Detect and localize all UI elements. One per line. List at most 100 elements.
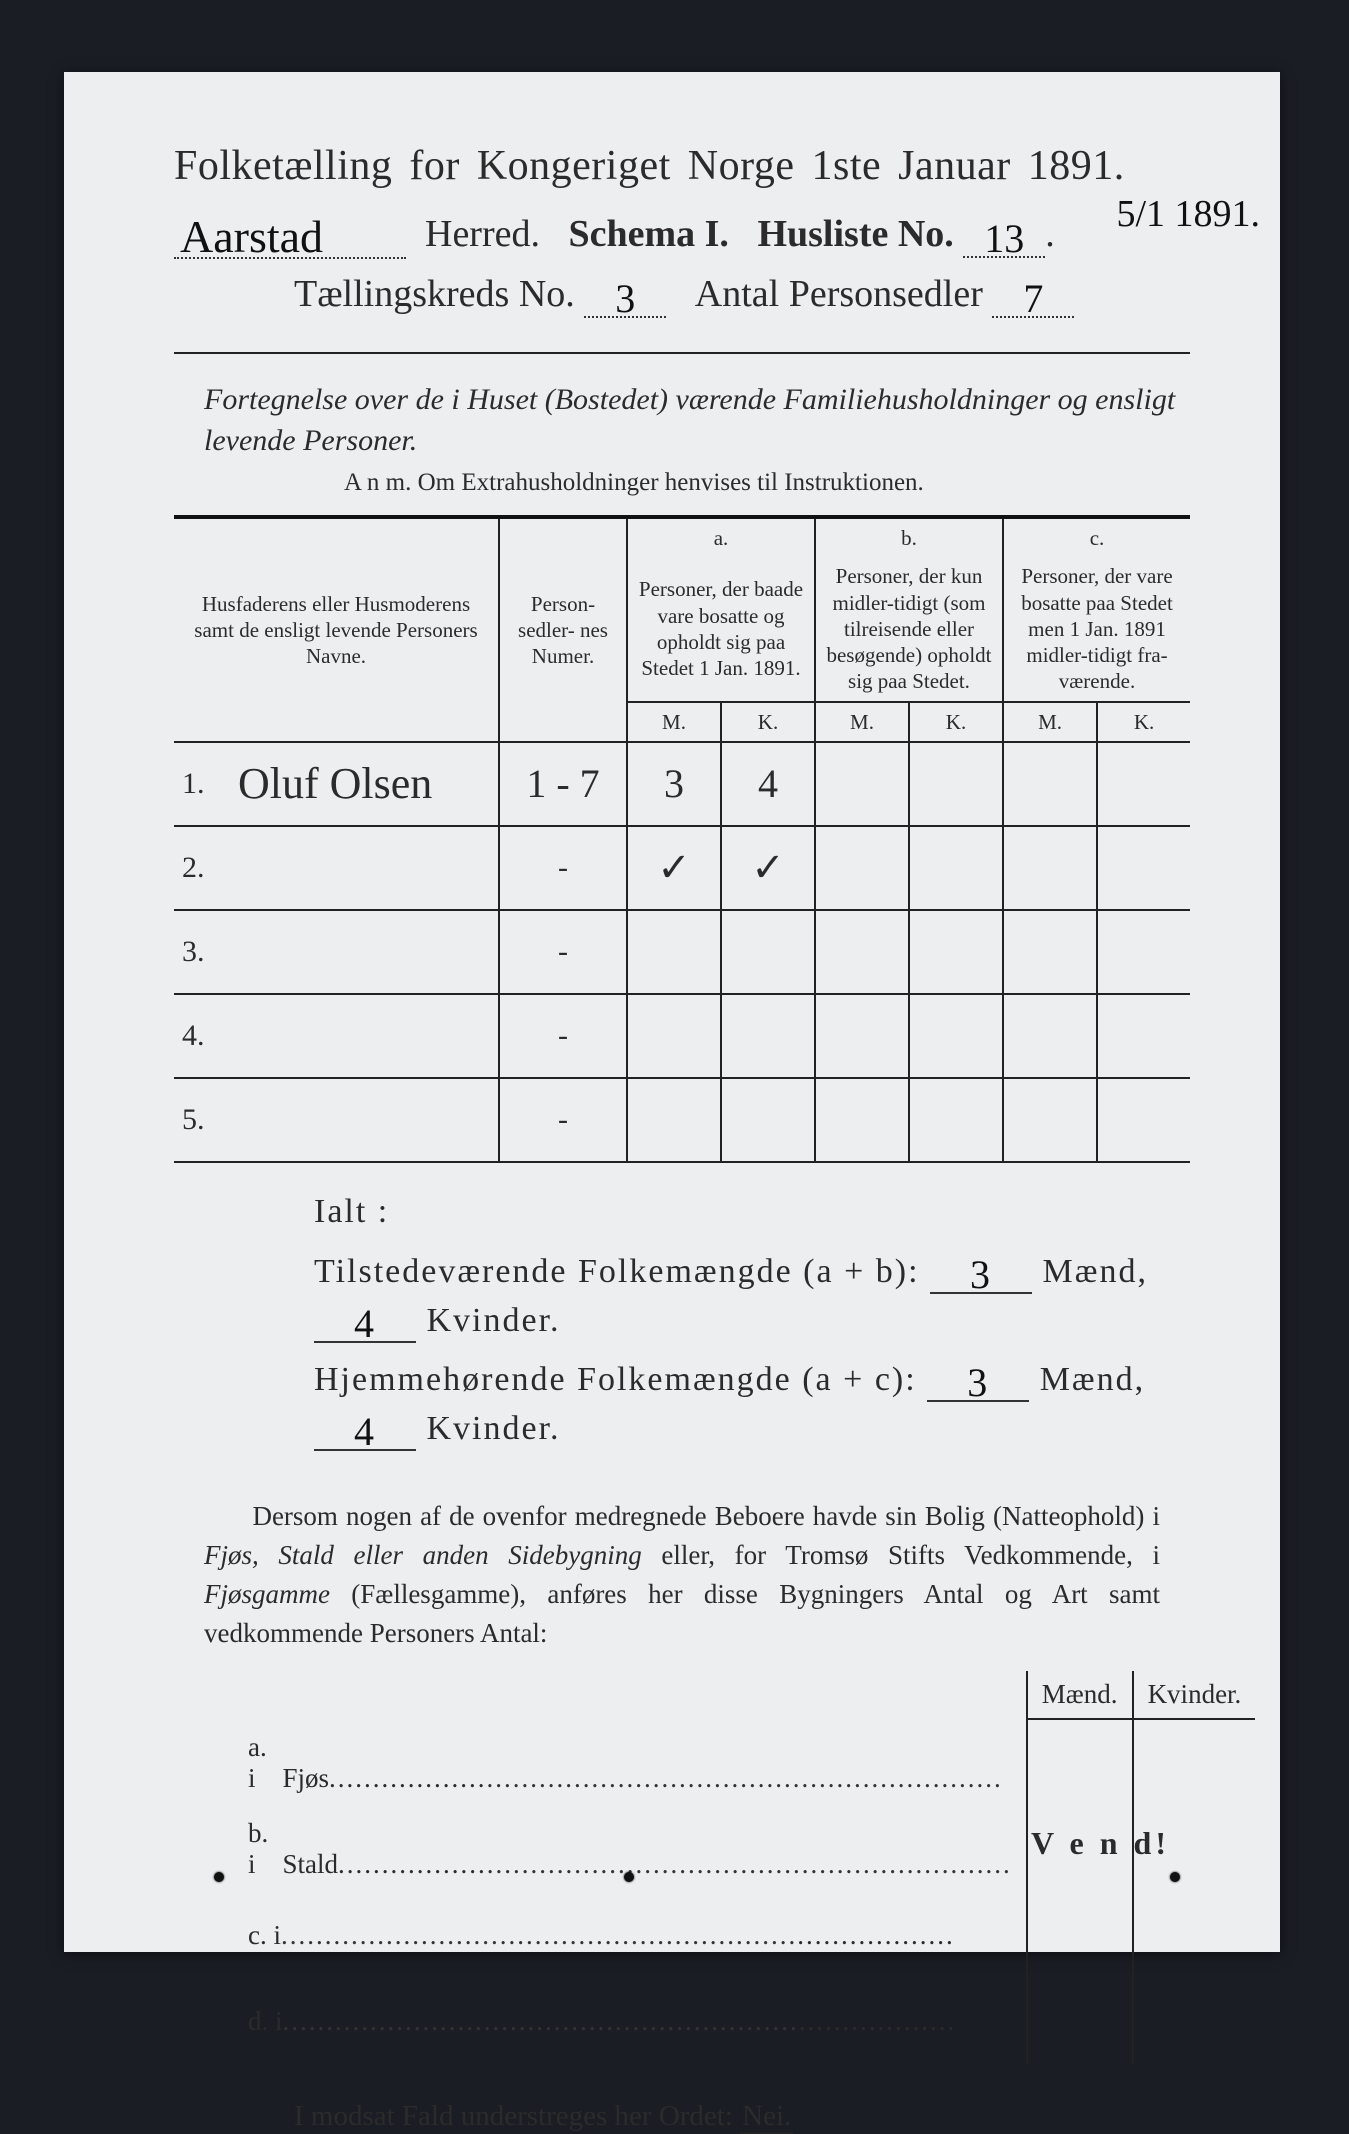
row-bM (815, 826, 909, 910)
row-cM (1003, 994, 1097, 1078)
row-bK (909, 1078, 1003, 1162)
col-name: Husfaderens eller Husmoderens samt de en… (174, 517, 499, 742)
col-a-K: K. (721, 702, 815, 742)
dersom-t1: Dersom nogen af de ovenfor medregnede Be… (252, 1501, 1160, 1531)
row-cK (1097, 994, 1190, 1078)
ialt-block: Ialt : Tilstedeværende Folkemængde (a + … (314, 1193, 1190, 1451)
ialt2-maend: Mænd, (1040, 1361, 1145, 1398)
modsat-line: I modsat Fald understreges her Ordet: Ne… (294, 2100, 1190, 2133)
sidebygning-table: Mænd. Kvinder. a. i Fjøs b. i Stald c. i… (234, 1671, 1255, 2064)
census-tbody: 1. Oluf Olsen 1 - 7 3 4 2. - ✓ ✓ (174, 742, 1190, 1162)
ialt-line-1: Tilstedeværende Folkemængde (a + b): 3 M… (314, 1245, 1190, 1343)
row-num: 2. (174, 826, 230, 910)
row-cK (1097, 1078, 1190, 1162)
row-aK (721, 910, 815, 994)
row-bK (909, 994, 1003, 1078)
kreds-label: Tællingskreds No. (294, 273, 575, 315)
row-name-hw (230, 994, 499, 1078)
dersom-t3: (Fællesgamme), anføres her disse Bygning… (204, 1579, 1160, 1648)
sub-a: c. i (248, 1920, 281, 1950)
row-bM (815, 1078, 909, 1162)
sub-a: d. i (248, 2006, 283, 2036)
rule-1 (174, 352, 1190, 354)
ialt1-maend: Mænd, (1043, 1253, 1148, 1290)
sub-head-m: Mænd. (1027, 1671, 1133, 1719)
row-aK (721, 1078, 815, 1162)
row-aK: 4 (721, 742, 815, 826)
row-aM (627, 910, 721, 994)
sub-a: b. i (248, 1818, 268, 1879)
col-c-M: M. (1003, 702, 1097, 742)
row-name-hw (230, 910, 499, 994)
kreds-no-hw: 3 (615, 275, 635, 322)
sub-head-k: Kvinder. (1133, 1671, 1256, 1719)
row-name-hw: Oluf Olsen (230, 742, 499, 826)
row-cM (1003, 742, 1097, 826)
ialt-heading: Ialt : (314, 1193, 1190, 1231)
table-row: 1. Oluf Olsen 1 - 7 3 4 (174, 742, 1190, 826)
dersom-it1: Fjøs, Stald eller anden Sidebygning (204, 1540, 642, 1570)
sub-b: Stald (283, 1849, 339, 1879)
modsat-nei: Nei. (740, 2100, 793, 2134)
table-row: 3. - (174, 910, 1190, 994)
ialt2-label: Hjemmehørende Folkemængde (a + c): (314, 1361, 917, 1398)
header-line-3: Tællingskreds No. 3 Antal Personsedler 7 (294, 269, 1190, 318)
ialt1-kvinder: Kvinder. (427, 1302, 561, 1339)
fortegnelse-heading: Fortegnelse over de i Huset (Bostedet) v… (204, 380, 1190, 461)
antal-hw: 7 (1023, 275, 1043, 322)
col-numer: Person- sedler- nes Numer. (499, 517, 627, 742)
row-num: 1. (174, 742, 230, 826)
row-cK (1097, 910, 1190, 994)
row-aM: 3 (627, 742, 721, 826)
anm-note: A n m. Om Extrahusholdninger henvises ti… (344, 469, 1190, 497)
sub-b: Fjøs (283, 1763, 330, 1793)
col-a-desc: Personer, der baade vare bosatte og opho… (627, 557, 815, 701)
ialt-line-2: Hjemmehørende Folkemængde (a + c): 3 Mæn… (314, 1353, 1190, 1451)
ialt2-kvinder: Kvinder. (427, 1410, 561, 1447)
col-a-M: M. (627, 702, 721, 742)
table-row: 2. - ✓ ✓ (174, 826, 1190, 910)
row-cK (1097, 826, 1190, 910)
table-row: 5. - (174, 1078, 1190, 1162)
table-row: 4. - (174, 994, 1190, 1078)
vend-label: V e n d! (1031, 1825, 1170, 1862)
col-b-M: M. (815, 702, 909, 742)
ialt2-m-hw: 3 (967, 1359, 989, 1406)
row-bM (815, 742, 909, 826)
pinhole-icon (214, 1872, 224, 1882)
sub-row: a. i Fjøs (234, 1719, 1255, 1806)
row-numer-hw: - (499, 826, 627, 910)
dersom-t2: eller, for Tromsø Stifts Vedkommende, i (642, 1540, 1160, 1570)
col-c-top: c. (1003, 517, 1190, 557)
pinhole-icon (1170, 1872, 1180, 1882)
row-numer-hw: - (499, 910, 627, 994)
dersom-it2: Fjøsgamme (204, 1579, 330, 1609)
col-b-K: K. (909, 702, 1003, 742)
row-aM (627, 1078, 721, 1162)
ialt1-k-hw: 4 (354, 1300, 376, 1347)
row-numer-hw: 1 - 7 (499, 742, 627, 826)
sub-a: a. i (248, 1732, 267, 1793)
dersom-paragraph: Dersom nogen af de ovenfor medregnede Be… (204, 1497, 1160, 1654)
col-b-desc: Personer, der kun midler-tidigt (som til… (815, 557, 1003, 701)
col-b-top: b. (815, 517, 1003, 557)
row-aK (721, 994, 815, 1078)
row-num: 5. (174, 1078, 230, 1162)
pinhole-icon (624, 1872, 634, 1882)
herred-label: Herred. (425, 213, 540, 255)
col-a-top: a. (627, 517, 815, 557)
row-aK: ✓ (721, 826, 815, 910)
antal-label: Antal Personsedler (695, 273, 983, 315)
row-aM (627, 994, 721, 1078)
row-name-hw (230, 1078, 499, 1162)
sub-row: d. i (234, 1978, 1255, 2064)
row-num: 4. (174, 994, 230, 1078)
header-line-2: Aarstad Herred. Schema I. Husliste No. 1… (174, 204, 1190, 259)
row-bM (815, 910, 909, 994)
census-form-page: 5/1 1891. Folketælling for Kongeriget No… (64, 72, 1280, 1952)
col-c-desc: Personer, der vare bosatte paa Stedet me… (1003, 557, 1190, 701)
herred-name-hw: Aarstad (180, 210, 323, 263)
col-c-K: K. (1097, 702, 1190, 742)
husliste-no-hw: 13 (984, 215, 1024, 262)
row-bK (909, 826, 1003, 910)
